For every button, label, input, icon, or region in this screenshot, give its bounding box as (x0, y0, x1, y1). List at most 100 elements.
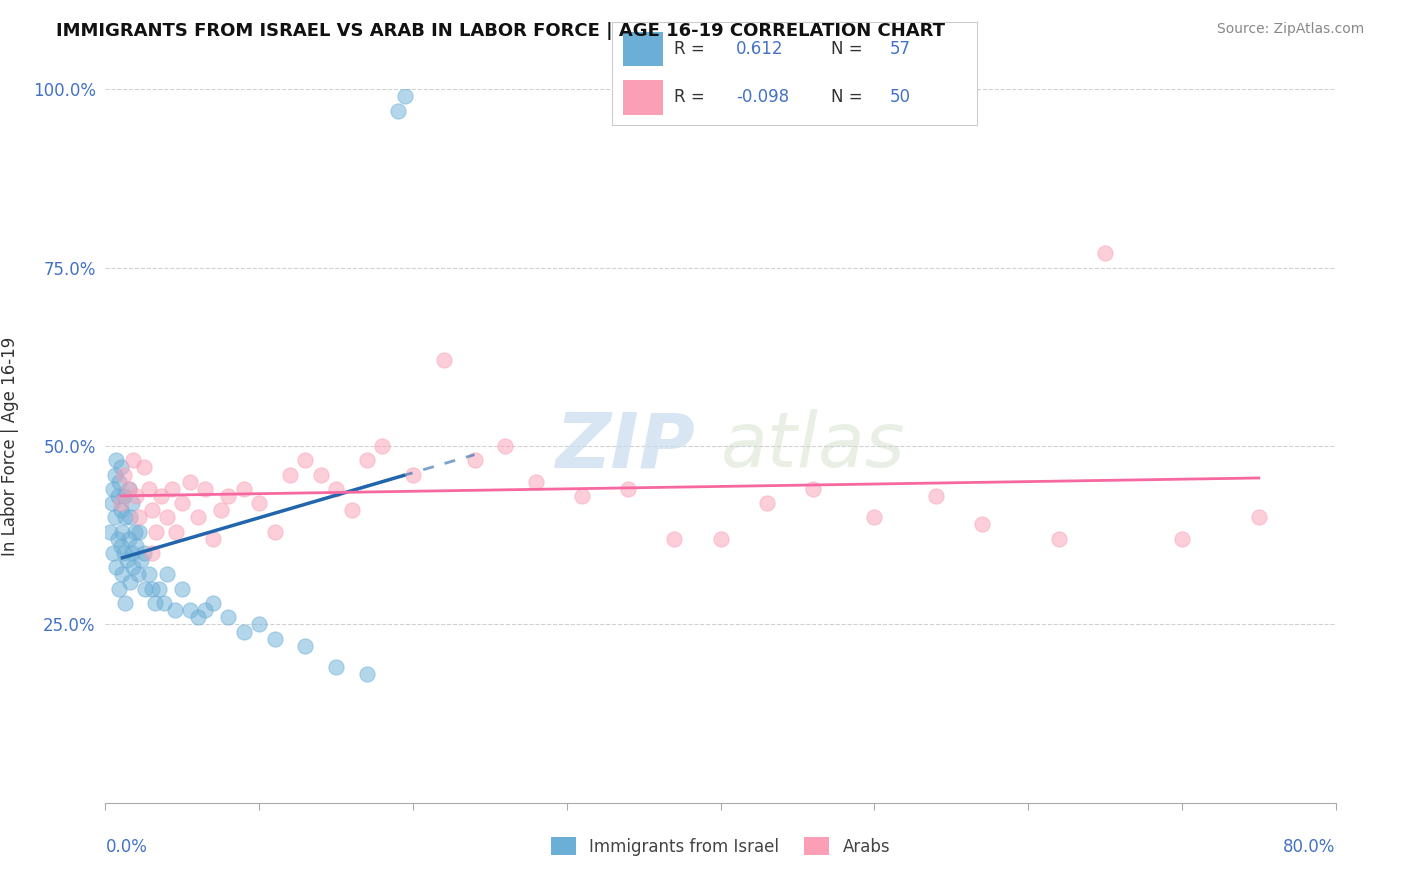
Point (664, 532, 686, 546)
Point (165, 524, 187, 539)
Point (1247, 510, 1270, 524)
Point (309, 467, 332, 482)
Point (105, 453, 128, 467)
Text: R =: R = (673, 88, 704, 106)
Point (172, 582, 194, 596)
Point (433, 353, 456, 368)
Point (129, 553, 152, 567)
Point (1047, 532, 1070, 546)
Point (143, 596, 166, 610)
Point (117, 532, 139, 546)
Point (117, 482, 139, 496)
Point (153, 596, 176, 610)
Text: 57: 57 (890, 40, 911, 58)
Point (263, 524, 285, 539)
Point (101, 482, 124, 496)
Text: 50: 50 (890, 88, 911, 106)
Point (112, 489, 135, 503)
Point (524, 475, 547, 489)
Point (141, 546, 163, 560)
Point (156, 510, 179, 524)
Point (218, 489, 240, 503)
Point (121, 496, 143, 510)
Point (122, 560, 145, 574)
Point (121, 546, 143, 560)
Point (134, 582, 156, 596)
Point (179, 603, 201, 617)
Point (1094, 246, 1116, 260)
Point (107, 532, 129, 546)
Point (132, 546, 155, 560)
Point (122, 453, 145, 467)
Point (110, 460, 132, 475)
Point (464, 453, 486, 467)
Point (247, 496, 270, 510)
Point (112, 546, 135, 560)
Point (104, 467, 127, 482)
Point (194, 482, 217, 496)
Text: 0.0%: 0.0% (105, 838, 148, 856)
Point (163, 603, 186, 617)
Point (187, 610, 209, 624)
Point (138, 482, 160, 496)
Point (356, 453, 378, 467)
Text: Source: ZipAtlas.com: Source: ZipAtlas.com (1216, 22, 1364, 37)
Point (145, 524, 167, 539)
Point (98, 524, 121, 539)
Point (371, 439, 394, 453)
Point (112, 467, 135, 482)
Point (117, 482, 139, 496)
Point (108, 582, 131, 596)
Text: IMMIGRANTS FROM ISRAEL VS ARAB IN LABOR FORCE | AGE 16-19 CORRELATION CHART: IMMIGRANTS FROM ISRAEL VS ARAB IN LABOR … (56, 22, 945, 40)
Point (925, 489, 948, 503)
Point (114, 596, 136, 610)
Point (115, 553, 138, 567)
Point (294, 639, 316, 653)
Point (100, 496, 122, 510)
Text: 0.612: 0.612 (735, 40, 783, 58)
Point (232, 482, 254, 496)
Point (108, 475, 131, 489)
Point (402, 467, 425, 482)
Point (494, 439, 516, 453)
Point (141, 503, 163, 517)
Point (110, 503, 132, 517)
Text: 80.0%: 80.0% (1284, 838, 1336, 856)
Point (571, 489, 593, 503)
Point (125, 539, 148, 553)
Point (105, 560, 128, 574)
Point (101, 546, 124, 560)
Point (801, 482, 824, 496)
Point (202, 596, 225, 610)
Point (138, 567, 160, 582)
Point (394, 89, 416, 103)
Point (104, 510, 127, 524)
Point (194, 603, 217, 617)
Text: N =: N = (831, 88, 862, 106)
Point (149, 489, 172, 503)
FancyBboxPatch shape (623, 31, 662, 66)
Point (232, 624, 254, 639)
Point (114, 510, 136, 524)
Legend: Immigrants from Israel, Arabs: Immigrants from Israel, Arabs (544, 830, 897, 863)
Point (187, 510, 209, 524)
Point (710, 532, 733, 546)
Point (110, 539, 132, 553)
Point (132, 460, 155, 475)
Y-axis label: In Labor Force | Age 16-19: In Labor Force | Age 16-19 (1, 336, 18, 556)
Point (141, 582, 163, 596)
Point (111, 524, 134, 539)
Point (148, 582, 170, 596)
Point (340, 503, 363, 517)
Point (294, 453, 316, 467)
Point (209, 503, 232, 517)
FancyBboxPatch shape (623, 79, 662, 114)
Point (1171, 532, 1194, 546)
Point (128, 524, 150, 539)
Point (179, 475, 201, 489)
Point (218, 610, 240, 624)
Text: R =: R = (673, 40, 704, 58)
Point (325, 660, 347, 674)
Point (172, 496, 194, 510)
Text: N =: N = (831, 40, 862, 58)
